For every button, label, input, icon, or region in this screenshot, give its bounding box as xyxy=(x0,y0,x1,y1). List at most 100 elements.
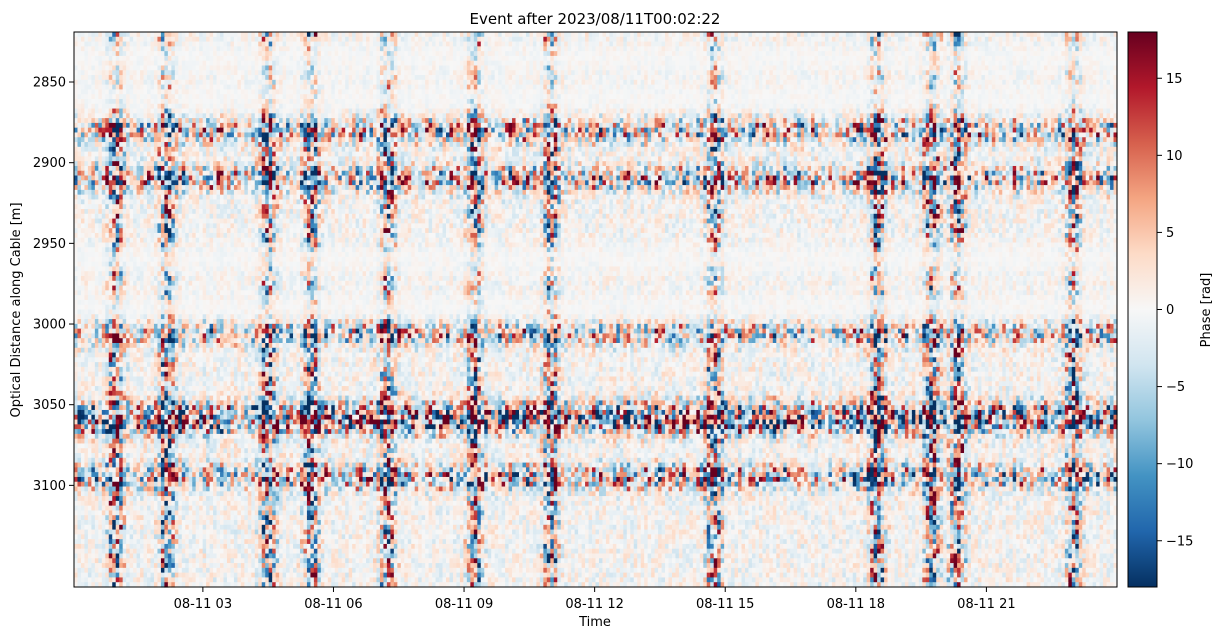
heatmap-cell xyxy=(508,65,513,71)
heatmap-cell xyxy=(543,70,548,76)
heatmap-cell xyxy=(626,55,631,62)
heatmap-cell xyxy=(1092,103,1097,110)
heatmap-cell xyxy=(689,70,694,76)
heatmap-cell xyxy=(136,103,141,110)
heatmap-cell xyxy=(334,41,339,47)
heatmap-cell xyxy=(411,60,416,67)
heatmap-cell xyxy=(1075,70,1080,76)
heatmap-cell xyxy=(1089,89,1094,95)
heatmap-cell xyxy=(265,65,270,71)
heatmap-cell xyxy=(140,89,145,95)
heatmap-cell xyxy=(619,70,624,76)
heatmap-cell xyxy=(105,103,110,110)
heatmap-cell xyxy=(418,51,423,57)
heatmap-cell xyxy=(984,79,989,86)
heatmap-cell xyxy=(585,89,590,95)
heatmap-cell xyxy=(449,46,454,52)
heatmap-cell xyxy=(296,75,301,81)
heatmap-cell xyxy=(717,51,722,57)
heatmap-cell xyxy=(133,84,138,91)
heatmap-cell xyxy=(115,60,120,67)
heatmap-cell xyxy=(717,70,722,76)
heatmap-cell xyxy=(171,55,176,62)
heatmap-cell xyxy=(1030,103,1035,110)
heatmap-cell xyxy=(894,41,899,47)
heatmap-cell xyxy=(647,32,652,38)
heatmap-cell xyxy=(557,79,562,86)
heatmap-cell xyxy=(543,98,548,105)
heatmap-cell xyxy=(877,79,882,86)
heatmap-cell xyxy=(393,65,398,71)
heatmap-cell xyxy=(185,70,190,76)
heatmap-cell xyxy=(904,51,909,57)
heatmap-cell xyxy=(129,84,134,91)
heatmap-cell xyxy=(247,75,252,81)
heatmap-cell xyxy=(651,70,656,76)
heatmap-cell xyxy=(977,98,983,105)
heatmap-cell xyxy=(685,108,690,114)
heatmap-cell xyxy=(164,70,169,76)
heatmap-cell xyxy=(108,46,113,52)
heatmap-cell xyxy=(372,103,378,110)
heatmap-cell xyxy=(112,46,117,52)
heatmap-cell xyxy=(473,84,478,91)
heatmap-cell xyxy=(126,41,131,47)
heatmap-cell xyxy=(738,89,743,95)
heatmap-cell xyxy=(126,98,131,105)
heatmap-cell xyxy=(821,55,826,62)
heatmap-cell xyxy=(223,46,228,52)
heatmap-cell xyxy=(188,32,193,38)
heatmap-cell xyxy=(397,84,402,91)
heatmap-cell xyxy=(1064,36,1069,43)
heatmap-cell xyxy=(793,103,798,110)
heatmap-cell xyxy=(550,46,555,52)
heatmap-cell xyxy=(873,65,878,71)
heatmap-cell xyxy=(665,46,670,52)
heatmap-cell xyxy=(289,55,294,62)
heatmap-cell xyxy=(828,94,833,100)
heatmap-cell xyxy=(1099,32,1104,38)
heatmap-cell xyxy=(480,75,485,81)
heatmap-cell xyxy=(164,79,169,86)
heatmap-cell xyxy=(922,70,927,76)
heatmap-cell xyxy=(1071,51,1076,57)
heatmap-cell xyxy=(734,65,739,71)
heatmap-cell xyxy=(1089,32,1094,38)
heatmap-cell xyxy=(995,75,1000,81)
heatmap-cell xyxy=(821,41,826,47)
heatmap-cell xyxy=(1016,79,1021,86)
heatmap-cell xyxy=(442,65,447,71)
heatmap-cell xyxy=(80,79,86,86)
heatmap-cell xyxy=(720,32,725,38)
heatmap-cell xyxy=(800,36,805,43)
heatmap-cell xyxy=(668,103,673,110)
heatmap-cell xyxy=(922,94,927,100)
heatmap-cell xyxy=(818,46,823,52)
heatmap-cell xyxy=(967,32,972,38)
heatmap-cell xyxy=(202,103,207,110)
heatmap-cell xyxy=(185,32,190,38)
heatmap-cell xyxy=(571,32,576,38)
heatmap-cell xyxy=(866,70,871,76)
heatmap-cell xyxy=(870,51,875,57)
heatmap-cell xyxy=(901,60,906,67)
heatmap-cell xyxy=(1106,41,1111,47)
heatmap-cell xyxy=(223,94,228,100)
heatmap-cell xyxy=(991,36,996,43)
heatmap-cell xyxy=(150,94,155,100)
heatmap-cell xyxy=(369,41,374,47)
heatmap-cell xyxy=(651,65,656,71)
heatmap-cell xyxy=(553,98,558,105)
heatmap-cell xyxy=(446,41,451,47)
heatmap-cell xyxy=(233,98,239,105)
heatmap-cell xyxy=(661,70,666,76)
heatmap-cell xyxy=(341,41,346,47)
heatmap-cell xyxy=(466,46,471,52)
heatmap-cell xyxy=(147,94,152,100)
heatmap-cell xyxy=(1061,60,1066,67)
heatmap-cell xyxy=(897,55,903,62)
heatmap-cell xyxy=(804,60,809,67)
heatmap-cell xyxy=(435,79,440,86)
heatmap-cell xyxy=(355,60,360,67)
heatmap-cell xyxy=(240,108,245,114)
